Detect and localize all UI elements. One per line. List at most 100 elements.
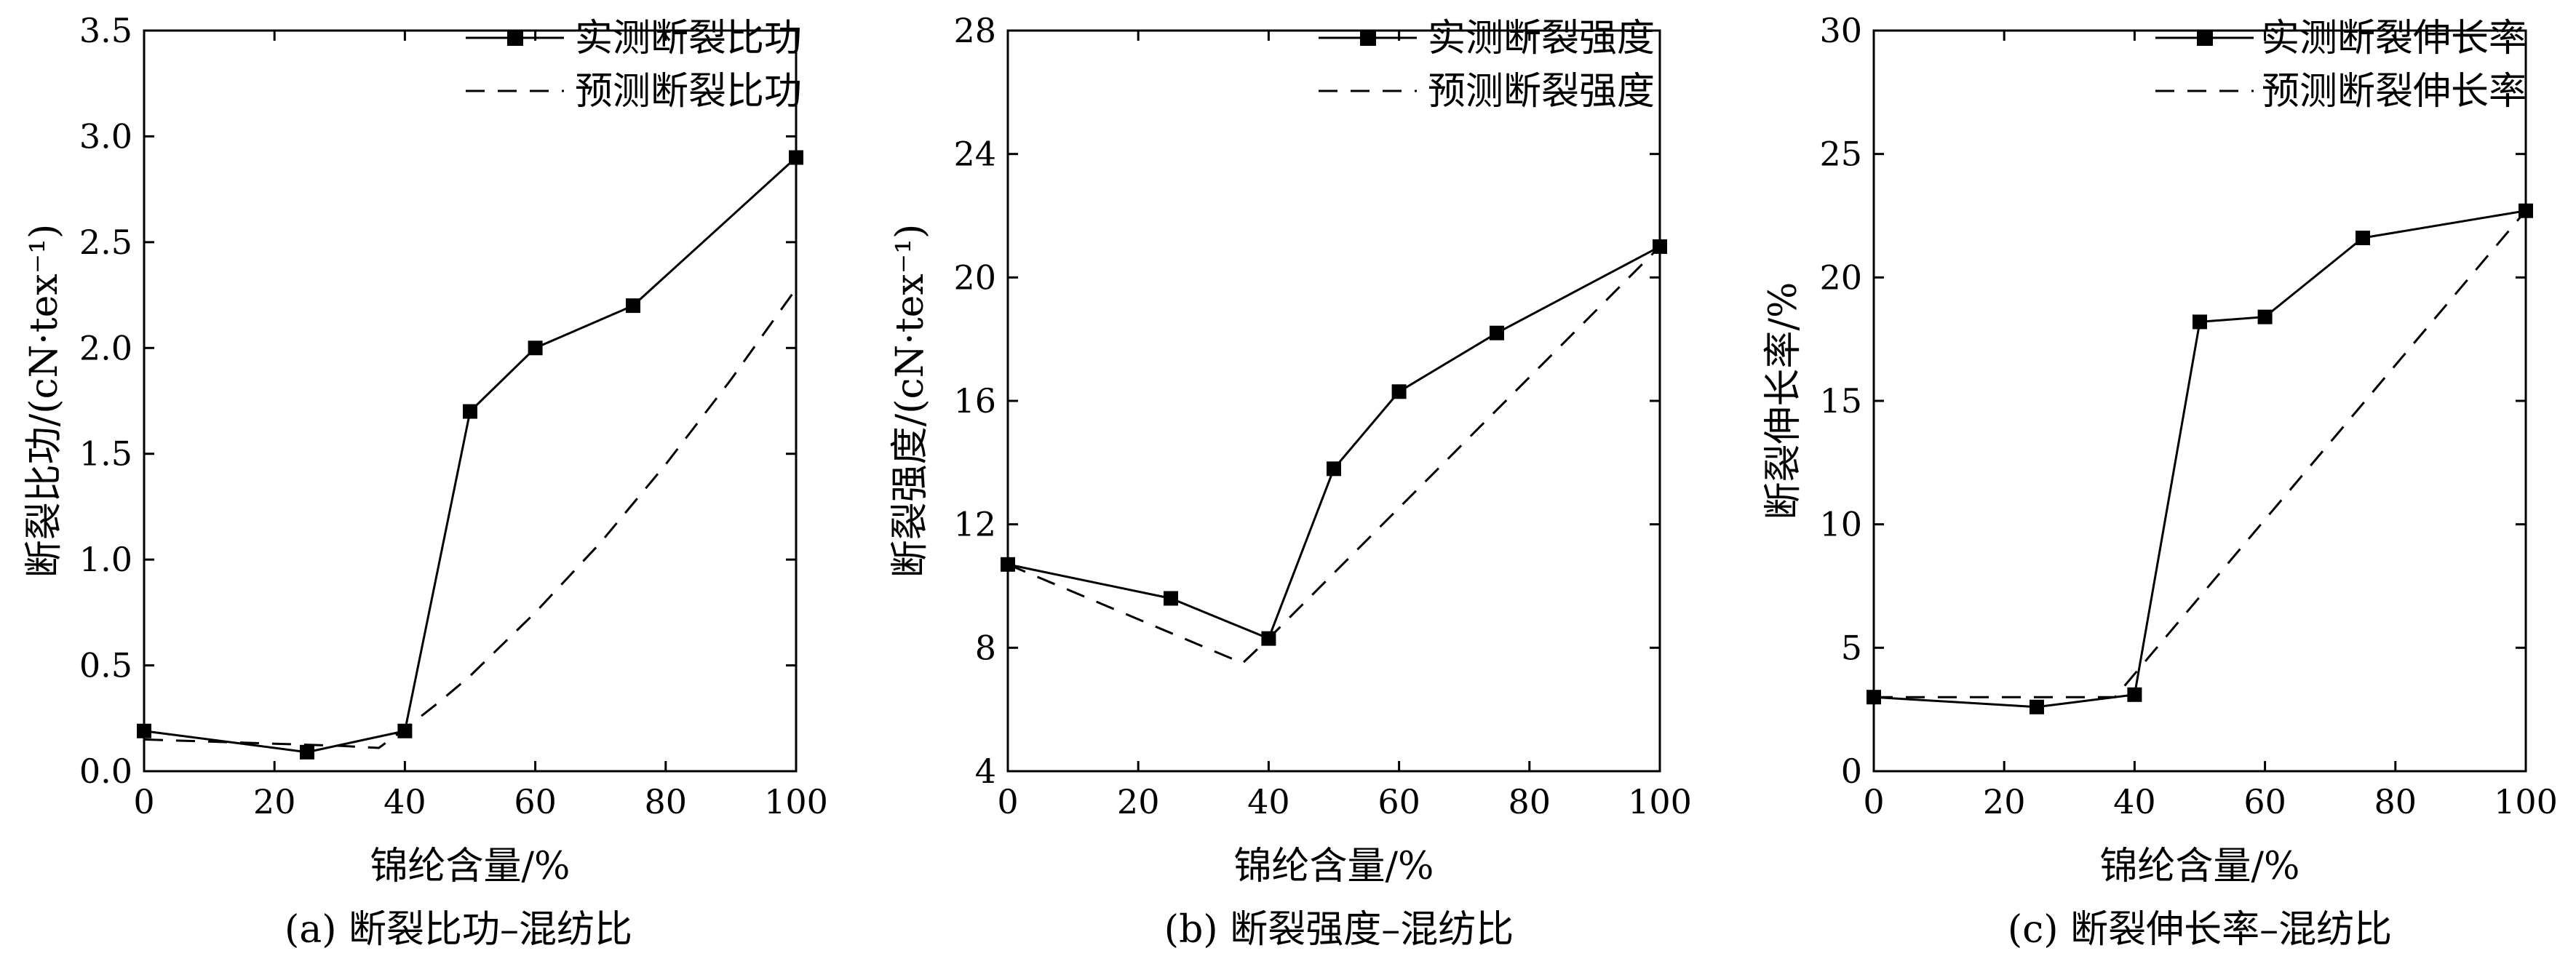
data-point-marker (1164, 591, 1178, 606)
data-point-marker (300, 744, 314, 760)
panel-caption: (c) 断裂伸长率–混纺比 (2008, 908, 2392, 952)
x-tick-label: 20 (1983, 782, 2026, 821)
x-tick-label: 80 (2374, 782, 2417, 821)
y-tick-label: 3.5 (79, 11, 132, 50)
series-measured-line (143, 156, 798, 754)
y-ticks: 0 5 10 15 20 25 30 (1819, 11, 2526, 791)
data-point-marker (2519, 203, 2533, 218)
x-tick-label: 0 (1863, 782, 1884, 821)
legend-label-measured: 实测断裂比功 (575, 17, 802, 60)
x-tick-label: 80 (645, 782, 688, 821)
y-tick-label: 3.0 (79, 116, 132, 156)
y-axis-label: 断裂强度/(cN·tex⁻¹) (889, 224, 932, 578)
legend-marker-measured (2197, 30, 2213, 46)
plot-frame (143, 29, 798, 773)
legend: 实测断裂伸长率 预测断裂伸长率 (2155, 17, 2527, 113)
x-tick-label: 20 (253, 782, 296, 821)
x-ticks: 0 20 40 60 80 100 (133, 31, 828, 821)
legend-label-predicted: 预测断裂伸长率 (2262, 70, 2527, 113)
y-tick-label: 4 (975, 752, 996, 791)
y-tick-label: 20 (953, 258, 996, 297)
data-point-marker (1653, 239, 1667, 254)
data-point-marker (2356, 231, 2370, 246)
y-tick-label: 28 (953, 11, 996, 50)
legend-label-measured: 实测断裂强度 (1428, 17, 1655, 60)
x-ticks: 0 20 40 60 80 100 (997, 31, 1692, 821)
data-point-marker (1490, 325, 1504, 340)
y-tick-label: 8 (975, 628, 996, 667)
data-point-marker (1261, 631, 1276, 646)
x-tick-label: 60 (2243, 782, 2286, 821)
y-tick-label: 10 (1819, 505, 1862, 544)
data-point-marker (397, 723, 413, 738)
x-axis-label: 锦纶含量/% (370, 845, 571, 888)
x-tick-label: 60 (514, 782, 557, 821)
data-point-marker (2257, 309, 2273, 324)
series-layer (1001, 239, 1667, 665)
data-point-marker (463, 404, 477, 419)
panel-a: 0 20 40 60 80 100 0.0 0.5 1.0 1.5 2.0 2.5 3.0 3.5 实测… (23, 11, 828, 952)
x-tick-label: 40 (2113, 782, 2156, 821)
x-tick-label: 60 (1378, 782, 1420, 821)
data-point-marker (2193, 314, 2207, 330)
legend-marker-measured (1360, 30, 1376, 46)
x-tick-label: 0 (997, 782, 1018, 821)
y-ticks: 4 8 12 16 20 24 28 (953, 11, 1660, 791)
y-tick-label: 12 (953, 505, 996, 544)
x-tick-label: 20 (1117, 782, 1160, 821)
legend: 实测断裂强度 预测断裂强度 (1319, 17, 1655, 113)
data-point-marker (1391, 384, 1407, 399)
data-point-marker (2127, 687, 2142, 702)
x-tick-label: 100 (764, 782, 828, 821)
x-tick-label: 80 (1508, 782, 1551, 821)
y-ticks: 0.0 0.5 1.0 1.5 2.0 2.5 3.0 3.5 (79, 11, 796, 791)
y-tick-label: 24 (953, 135, 996, 174)
legend-label-predicted: 预测断裂强度 (1428, 70, 1655, 113)
x-tick-label: 100 (1628, 782, 1692, 821)
y-tick-label: 15 (1819, 381, 1862, 421)
x-tick-label: 0 (133, 782, 154, 821)
legend-label-predicted: 预测断裂比功 (575, 70, 802, 113)
y-tick-label: 1.5 (79, 434, 132, 474)
series-predicted-line (143, 287, 798, 749)
data-point-marker (1867, 690, 1881, 705)
y-tick-label: 20 (1819, 258, 1862, 297)
y-tick-label: 0.0 (79, 752, 132, 791)
series-predicted-line (1007, 245, 1661, 665)
y-axis-label: 断裂比功/(cN·tex⁻¹) (23, 224, 66, 578)
data-point-marker (528, 340, 543, 356)
y-tick-label: 0.5 (79, 646, 132, 685)
series-measured-line (1873, 210, 2527, 709)
legend-label-measured: 实测断裂伸长率 (2262, 17, 2527, 60)
plot-frame (1006, 29, 1661, 773)
x-ticks: 0 20 40 60 80 100 (1863, 31, 2558, 821)
panel-caption: (b) 断裂强度–混纺比 (1164, 908, 1514, 952)
y-tick-label: 16 (953, 381, 996, 421)
y-tick-label: 30 (1819, 11, 1862, 50)
data-point-marker (1001, 557, 1015, 572)
x-axis-label: 锦纶含量/% (2100, 845, 2300, 888)
x-tick-label: 40 (383, 782, 426, 821)
data-point-marker (137, 723, 151, 738)
data-point-marker (626, 298, 640, 314)
series-layer (1867, 203, 2533, 714)
data-point-marker (2030, 699, 2044, 714)
series-measured-line (1007, 245, 1661, 640)
data-point-marker (1327, 461, 1341, 477)
legend-marker-measured (507, 30, 523, 46)
plot-frame (1872, 29, 2527, 773)
y-tick-label: 0 (1841, 752, 1862, 791)
y-tick-label: 2.0 (79, 328, 132, 367)
panel-caption: (a) 断裂比功–混纺比 (285, 908, 632, 952)
x-tick-label: 100 (2494, 782, 2558, 821)
legend: 实测断裂比功 预测断裂比功 (466, 17, 802, 113)
series-layer (137, 150, 803, 760)
y-tick-label: 1.0 (79, 540, 132, 579)
x-axis-label: 锦纶含量/% (1234, 845, 1434, 888)
series-predicted-line (1874, 210, 2527, 698)
panel-c: 0 20 40 60 80 100 0 5 10 15 20 25 30 实测断裂伸长率 预测断裂伸长… (1762, 11, 2558, 952)
y-tick-label: 2.5 (79, 223, 132, 262)
x-tick-label: 40 (1247, 782, 1290, 821)
